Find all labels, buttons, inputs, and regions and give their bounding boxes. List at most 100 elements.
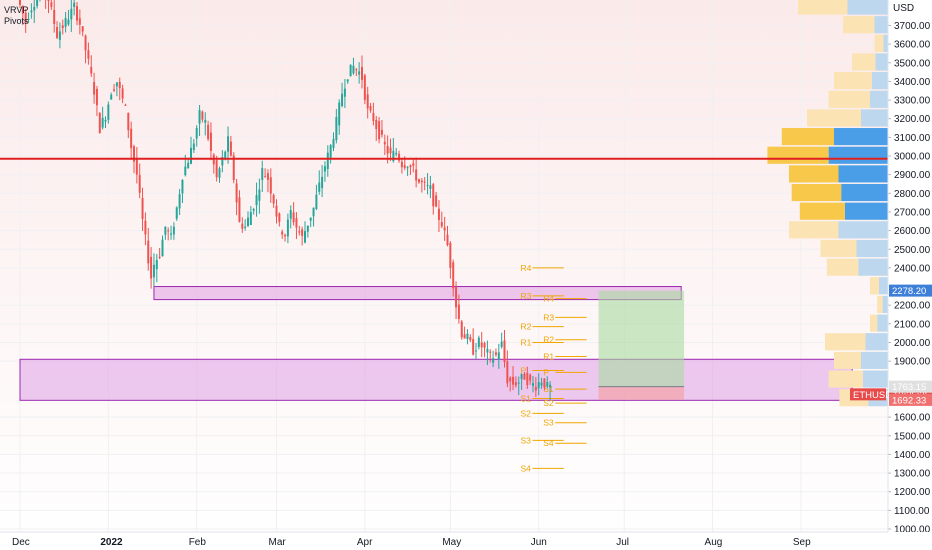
candle-body-95[interactable] — [289, 210, 292, 219]
candle-body-105[interactable] — [318, 182, 321, 192]
indicator-label-vrvp[interactable]: VRVP — [4, 5, 28, 15]
candle-body-177[interactable] — [523, 373, 526, 380]
candle-body-4[interactable] — [30, 10, 33, 13]
candle-body-169[interactable] — [500, 341, 503, 347]
candle-body-42[interactable] — [138, 175, 141, 193]
candle-body-119[interactable] — [358, 71, 361, 75]
candle-body-140[interactable] — [418, 179, 420, 183]
candle-body-172[interactable] — [509, 377, 512, 382]
candle-body-112[interactable] — [338, 102, 341, 126]
candle-body-160[interactable] — [475, 350, 477, 352]
candle-body-149[interactable] — [443, 227, 446, 231]
candle-body-69[interactable] — [215, 160, 218, 178]
candle-body-73[interactable] — [227, 136, 230, 152]
candle-body-142[interactable] — [423, 181, 426, 183]
candle-body-43[interactable] — [141, 197, 144, 220]
price-axis-panel[interactable] — [888, 0, 932, 550]
candle-body-156[interactable] — [463, 334, 466, 339]
candle-body-25[interactable] — [90, 66, 93, 74]
candle-body-131[interactable] — [392, 150, 395, 162]
candle-body-38[interactable] — [127, 112, 130, 131]
candle-body-62[interactable] — [195, 128, 198, 139]
candle-body-44[interactable] — [144, 220, 147, 235]
candle-body-53[interactable] — [170, 233, 173, 235]
candle-body-165[interactable] — [489, 351, 492, 353]
candle-body-83[interactable] — [255, 195, 258, 206]
candle-body-47[interactable] — [152, 264, 155, 278]
candle-body-81[interactable] — [249, 212, 252, 226]
candle-body-34[interactable] — [115, 82, 118, 87]
position-stop-zone[interactable] — [598, 386, 685, 400]
candle-body-111[interactable] — [335, 117, 338, 141]
candle-body-184[interactable] — [543, 378, 546, 388]
candle-body-40[interactable] — [133, 146, 135, 162]
candle-body-173[interactable] — [512, 376, 515, 385]
indicator-label-pivots[interactable]: Pivots — [4, 16, 29, 26]
candle-body-31[interactable] — [107, 104, 110, 120]
candle-body-110[interactable] — [332, 139, 335, 149]
candle-body-88[interactable] — [269, 177, 272, 194]
candle-body-139[interactable] — [415, 169, 418, 181]
candle-body-75[interactable] — [232, 155, 235, 181]
candle-body-23[interactable] — [84, 35, 87, 51]
candle-body-65[interactable] — [204, 119, 207, 123]
candle-body-179[interactable] — [529, 374, 532, 381]
candle-body-20[interactable] — [76, 6, 78, 21]
candle-body-122[interactable] — [366, 94, 369, 109]
candle-body-28[interactable] — [98, 113, 101, 134]
candle-body-148[interactable] — [440, 222, 443, 227]
candle-body-85[interactable] — [261, 168, 264, 181]
candle-body-3[interactable] — [27, 18, 30, 20]
candle-body-80[interactable] — [247, 217, 249, 226]
candle-body-130[interactable] — [389, 147, 392, 154]
candle-body-125[interactable] — [375, 119, 378, 129]
candle-body-163[interactable] — [483, 342, 486, 348]
candle-body-171[interactable] — [506, 361, 509, 384]
candle-body-82[interactable] — [252, 208, 255, 211]
candle-body-121[interactable] — [363, 75, 366, 100]
candle-body-144[interactable] — [429, 185, 432, 189]
candle-body-106[interactable] — [321, 176, 324, 189]
candle-body-181[interactable] — [534, 386, 537, 391]
candle-body-16[interactable] — [64, 17, 67, 27]
candle-body-175[interactable] — [517, 382, 520, 384]
candle-body-84[interactable] — [258, 189, 261, 201]
candle-body-164[interactable] — [486, 348, 489, 353]
candle-body-19[interactable] — [73, 2, 76, 7]
candle-body-46[interactable] — [150, 256, 153, 279]
candle-body-162[interactable] — [480, 342, 483, 348]
candle-body-51[interactable] — [164, 226, 167, 235]
candle-body-114[interactable] — [343, 88, 346, 97]
time-axis-panel[interactable] — [0, 532, 932, 550]
candle-body-30[interactable] — [104, 119, 107, 122]
candle-body-137[interactable] — [409, 165, 412, 168]
candle-body-102[interactable] — [309, 217, 312, 221]
candle-body-113[interactable] — [341, 93, 344, 107]
candle-body-35[interactable] — [118, 81, 121, 89]
candle-body-76[interactable] — [235, 183, 238, 203]
candle-body-54[interactable] — [172, 226, 175, 235]
candle-body-50[interactable] — [161, 239, 164, 257]
candle-body-60[interactable] — [190, 147, 192, 164]
candle-body-63[interactable] — [198, 109, 201, 124]
candle-body-133[interactable] — [398, 153, 401, 161]
candle-body-12[interactable] — [53, 9, 56, 25]
candle-body-59[interactable] — [187, 162, 190, 169]
candle-body-87[interactable] — [266, 173, 269, 180]
candle-body-86[interactable] — [264, 176, 267, 178]
candle-body-64[interactable] — [201, 111, 204, 120]
candle-body-67[interactable] — [209, 132, 212, 151]
candle-body-152[interactable] — [452, 262, 455, 289]
candle-body-147[interactable] — [437, 208, 440, 221]
candle-body-136[interactable] — [406, 167, 409, 169]
price-axis[interactable]: 3700.00 3600.00 3500.00 3400.00 3300.00 3200.… — [887, 0, 931, 536]
support-zone-1[interactable] — [19, 358, 853, 401]
candle-body-48[interactable] — [155, 260, 158, 270]
candle-body-104[interactable] — [315, 194, 318, 210]
candle-body-52[interactable] — [167, 230, 170, 232]
candle-body-78[interactable] — [241, 223, 244, 229]
candle-body-91[interactable] — [278, 213, 281, 222]
candle-body-10[interactable] — [47, 0, 50, 2]
candle-body-126[interactable] — [378, 121, 381, 140]
candle-body-168[interactable] — [497, 352, 500, 360]
